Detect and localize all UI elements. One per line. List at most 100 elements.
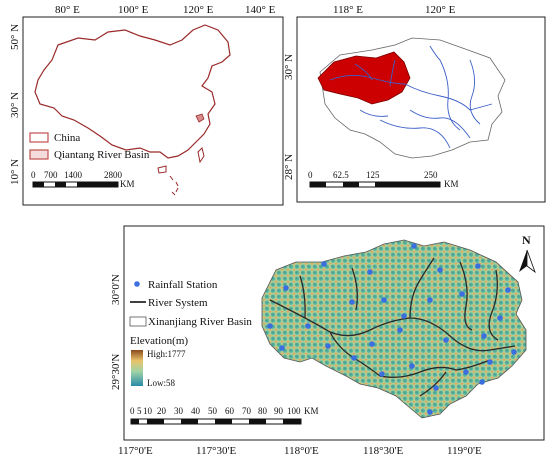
china-scale-2800: 2800 (104, 170, 123, 180)
legend-river-label: River System (148, 297, 208, 309)
basin-scale-0: 0 (308, 170, 313, 180)
dem-scale-40: 40 (191, 406, 201, 416)
china-scale-700: 700 (44, 170, 58, 180)
basin-top-ticks: 118° E 120° E (333, 4, 456, 16)
north-label: N (522, 233, 531, 247)
station-16 (325, 343, 331, 349)
station-2 (321, 261, 327, 267)
basin-panel: 118° E 120° E 30° N 28° N 0 62.5 (283, 4, 546, 203)
legend-basin-label: Qiantang River Basin (54, 149, 150, 161)
dem-scale-30: 30 (174, 406, 184, 416)
basin-scale-unit: KM (444, 179, 459, 189)
tick-30n-b: 30° N (283, 54, 295, 80)
south-china-sea-islands (169, 175, 179, 196)
station-21 (511, 349, 517, 355)
china-frame (22, 16, 284, 206)
china-scale-1400: 1400 (64, 170, 83, 180)
tick-29-30n: 29°30'N (110, 354, 122, 390)
dem-scale-5: 5 (137, 406, 142, 416)
dem-scale-unit: KM (304, 406, 319, 416)
china-scale-bar: 0 700 1400 2800 KM (31, 170, 135, 189)
china-legend: China Qiantang River Basin (29, 132, 150, 161)
station-14 (497, 315, 503, 321)
station-19 (443, 337, 449, 343)
legend-basin-icon (129, 316, 147, 327)
hainan-island (157, 165, 167, 174)
station-24 (409, 363, 415, 369)
tick-120e-b: 120° E (425, 4, 456, 16)
dem-scale-20: 20 (157, 406, 167, 416)
elevation-colorbar (131, 350, 143, 386)
tick-118e: 118° E (333, 4, 363, 16)
china-left-ticks: 50° N 30° N 10° N (9, 24, 21, 185)
station-20 (481, 333, 487, 339)
basin-scale-250: 250 (424, 170, 438, 180)
basin-scale-62: 62.5 (333, 170, 349, 180)
dem-scale-bar: 0 5 10 20 30 40 50 60 70 80 90 100 KM (130, 406, 319, 425)
station-26 (463, 369, 469, 375)
china-scale-0: 0 (31, 170, 36, 180)
station-29 (427, 409, 433, 415)
rainfall-stations (267, 243, 517, 415)
station-23 (379, 371, 385, 377)
station-9 (305, 323, 311, 329)
taiwan-island (197, 147, 205, 164)
tick-120e: 120° E (183, 4, 214, 16)
legend-china-label: China (54, 132, 80, 144)
legend-elevation-title: Elevation(m) (130, 335, 188, 347)
dem-scale-0: 0 (130, 406, 135, 416)
north-arrow: N (519, 233, 536, 274)
north-arrow-left (519, 250, 527, 272)
legend-basin-label: Xinanjiang River Basin (148, 316, 252, 328)
station-6 (475, 263, 481, 269)
tick-28n-b: 28° N (283, 154, 295, 180)
basin-left-ticks: 30° N 28° N (283, 54, 295, 180)
tick-140e: 140° E (245, 4, 276, 16)
station-27 (487, 359, 493, 365)
tick-118-30e: 118°30'E (363, 445, 403, 457)
basin-scale-125: 125 (366, 170, 380, 180)
station-17 (369, 341, 375, 347)
station-1 (283, 285, 289, 291)
legend-basin-swatch (29, 149, 49, 160)
dem-legend: Rainfall Station River System Xinanjiang… (129, 279, 252, 388)
dem-scale-100: 100 (287, 406, 301, 416)
tick-80e: 80° E (55, 4, 80, 16)
station-13 (459, 291, 465, 297)
china-scale-unit: KM (120, 179, 135, 189)
station-11 (381, 297, 387, 303)
tick-100e: 100° E (118, 4, 149, 16)
dem-scale-10: 10 (143, 406, 153, 416)
tick-10n: 10° N (9, 159, 21, 185)
legend-station-icon (134, 281, 140, 287)
river-system (269, 257, 516, 397)
station-30 (397, 327, 403, 333)
xinanjiang-dem-fill (261, 239, 527, 419)
tick-30-0n: 30°0'N (110, 274, 122, 305)
north-arrow-right (526, 249, 536, 274)
qiantang-basin-marker (195, 113, 205, 123)
station-7 (505, 287, 511, 293)
china-top-ticks: 80° E 100° E 120° E 140° E (55, 4, 276, 16)
station-22 (351, 355, 357, 361)
tick-118-0e: 118°0'E (284, 445, 319, 457)
basin-scale-bar: 0 62.5 125 250 KM (308, 170, 459, 189)
station-12 (427, 297, 433, 303)
legend-china-swatch (29, 132, 49, 143)
china-panel: 80° E 100° E 120° E 140° E 50° N 30° N 1… (9, 4, 284, 206)
station-25 (433, 385, 439, 391)
station-28 (479, 379, 485, 385)
station-15 (279, 345, 285, 351)
station-4 (411, 243, 417, 249)
dem-scale-50: 50 (208, 406, 218, 416)
legend-station-label: Rainfall Station (148, 279, 218, 291)
tick-119-0e: 119°0'E (447, 445, 482, 457)
dem-panel: 117°0'E 117°30'E 118°0'E 118°30'E 119°0'… (110, 225, 545, 457)
dem-scale-90: 90 (274, 406, 284, 416)
dem-scale-80: 80 (258, 406, 268, 416)
station-10 (349, 299, 355, 305)
station-3 (367, 269, 373, 275)
dem-scale-60: 60 (225, 406, 235, 416)
tick-117-0e: 117°0'E (118, 445, 153, 457)
